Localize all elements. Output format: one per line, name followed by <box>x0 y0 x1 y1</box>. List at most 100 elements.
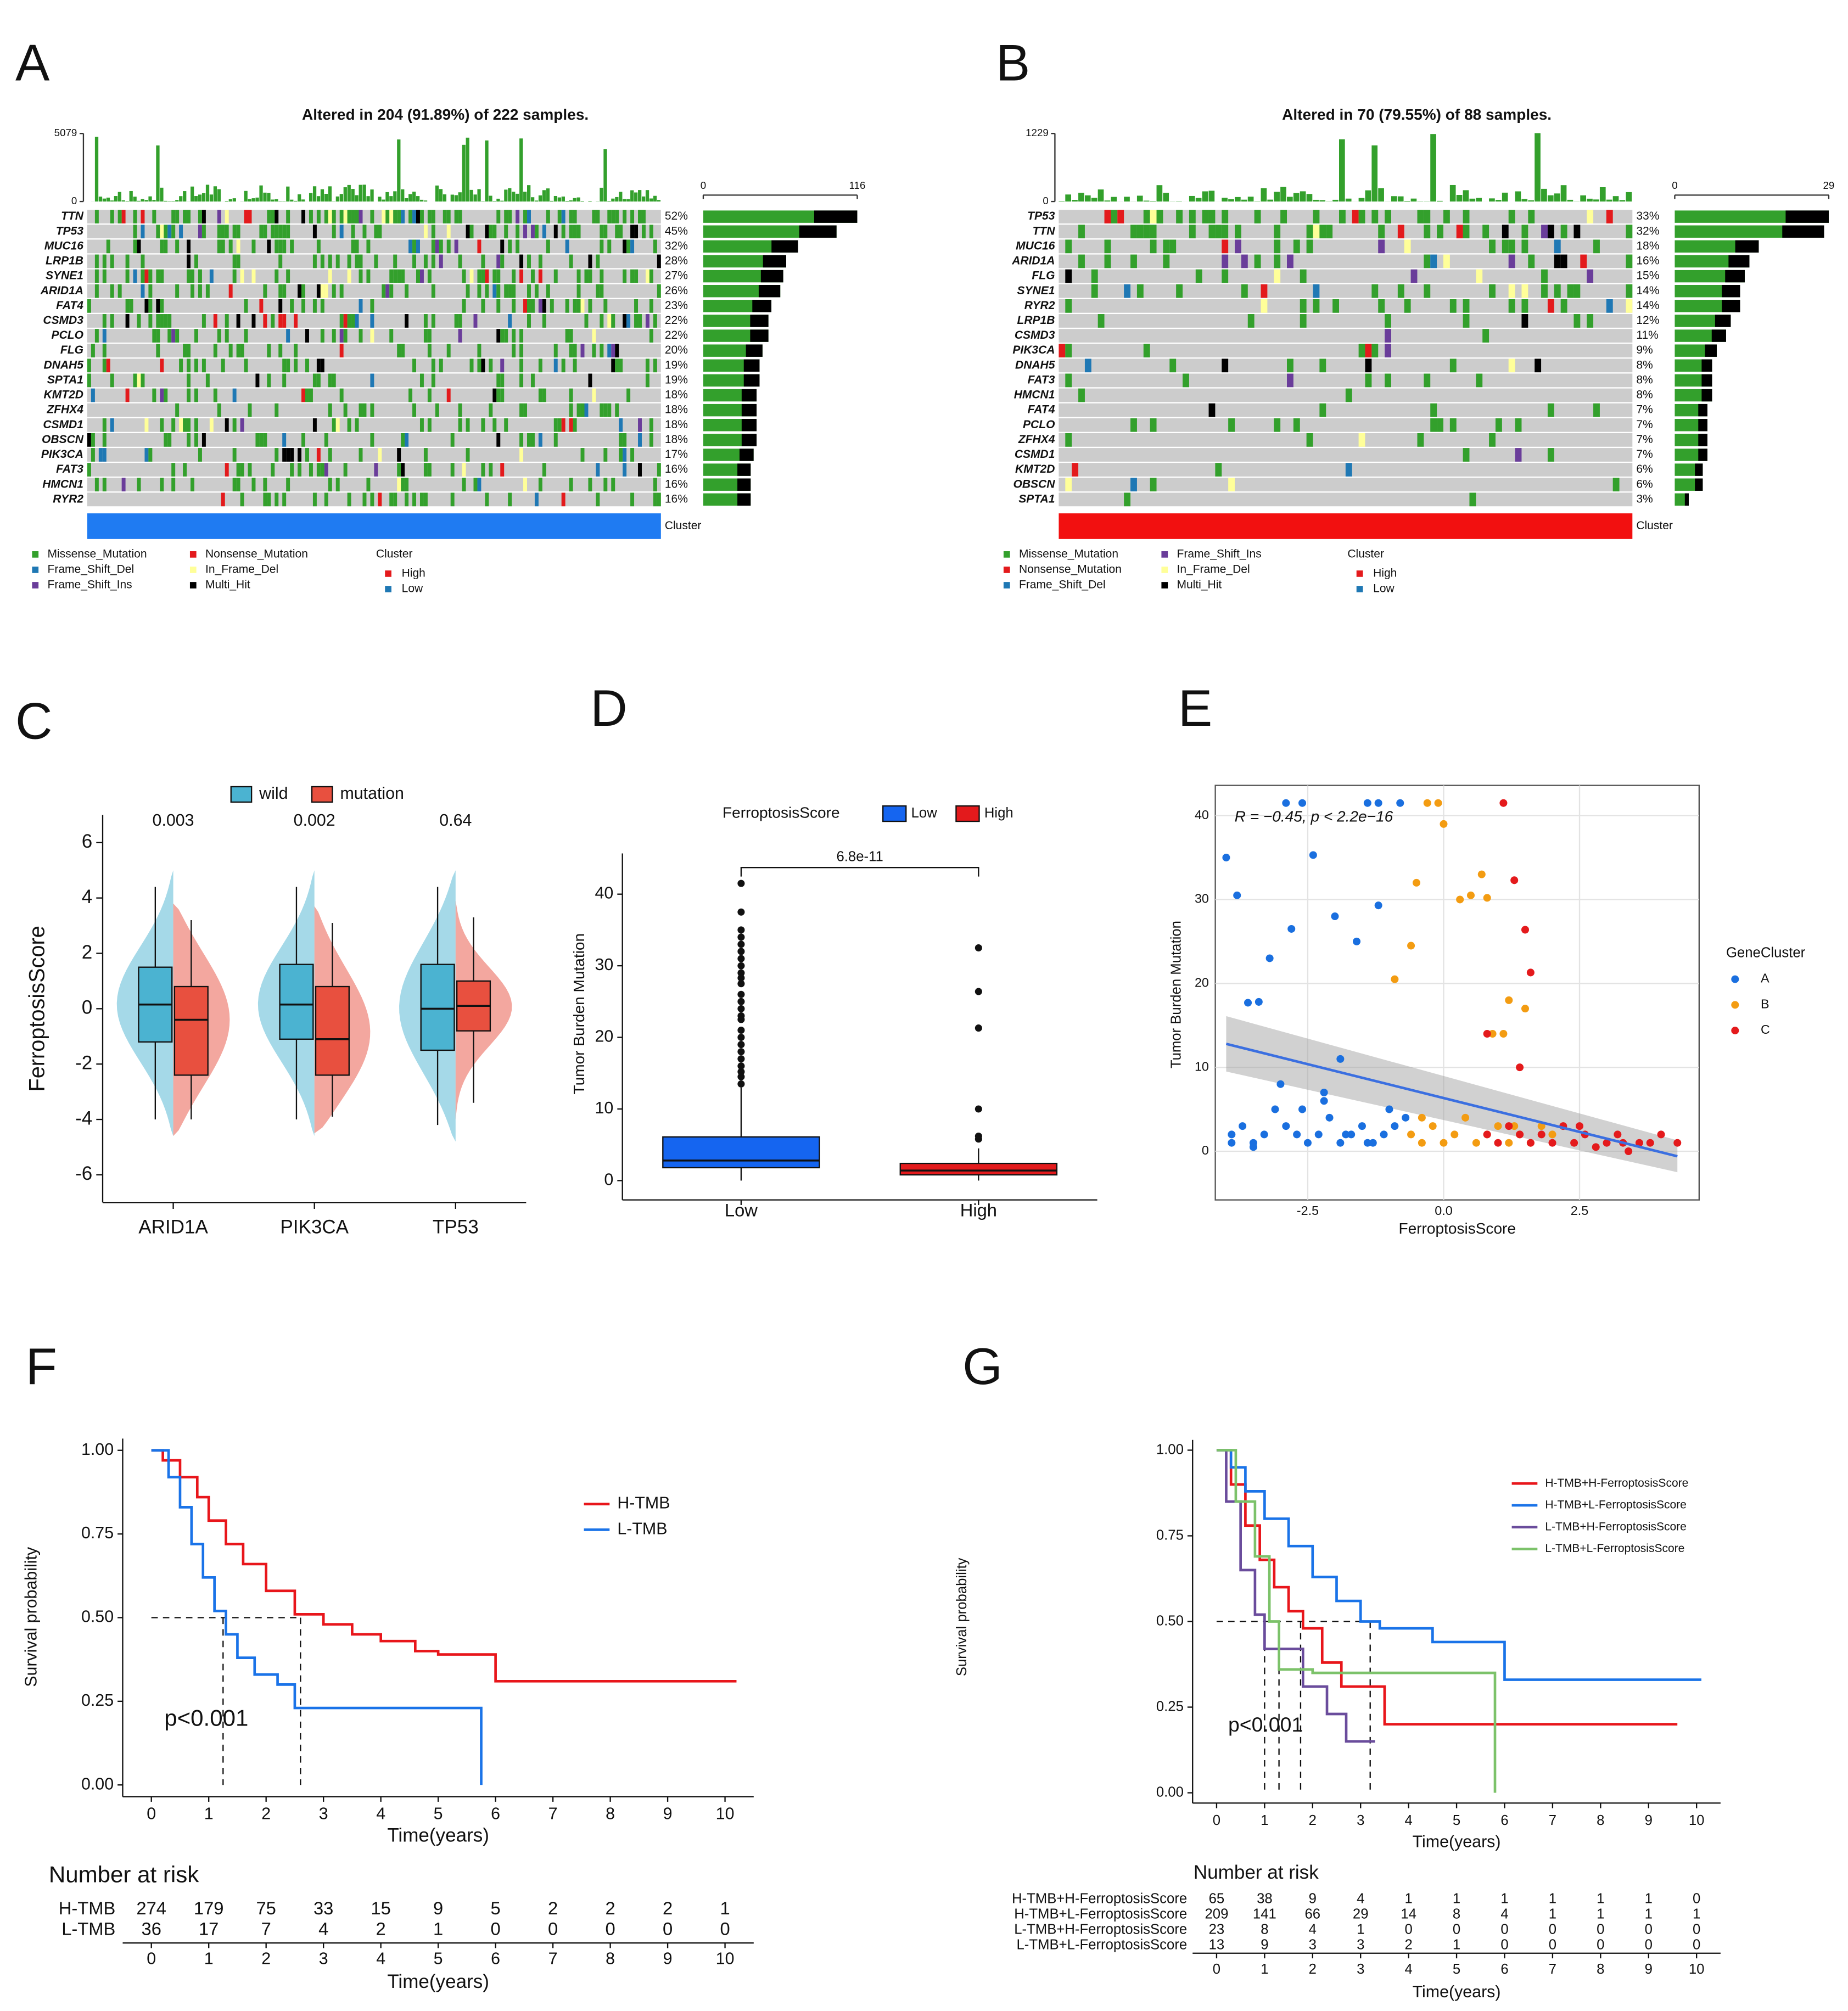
mutation-cell <box>1189 225 1196 239</box>
point <box>1228 1139 1236 1147</box>
sample-tmb-bar <box>1378 188 1384 202</box>
mutation-cell <box>205 373 210 388</box>
mutation-cell <box>588 299 592 313</box>
gene-percent: 7% <box>1636 418 1653 431</box>
matrix-row <box>1059 329 1633 343</box>
mutation-cell <box>278 239 283 254</box>
mutation-cell <box>1495 418 1502 432</box>
risk-count: 0 <box>720 1918 730 1939</box>
mutation-cell <box>580 299 585 313</box>
mutation-cell <box>1397 284 1404 298</box>
mutation-cell <box>431 284 435 298</box>
mutation-cell <box>431 210 435 224</box>
sample-tmb-bar <box>393 191 397 202</box>
mutation-cell <box>290 463 294 477</box>
risk-row-label: L-TMB+H-FerroptosisScore <box>1014 1922 1187 1937</box>
survival-curve <box>1216 1449 1375 1743</box>
mutation-cell <box>1130 478 1137 492</box>
mutation-cell <box>267 239 271 254</box>
risk-count: 0 <box>1693 1922 1700 1937</box>
x-tick-label: 2 <box>261 1949 271 1968</box>
x-tick-label: 9 <box>1645 1962 1653 1977</box>
gene-label: TP53 <box>56 225 84 237</box>
mutation-cell <box>187 418 191 432</box>
legend-swatch <box>189 567 197 573</box>
mutation-cell <box>1463 314 1470 328</box>
point <box>1418 1113 1426 1122</box>
sample-tmb-bar <box>1606 199 1612 202</box>
mutation-cell <box>1573 284 1581 298</box>
mutation-cell <box>523 210 528 224</box>
mutation-cell <box>191 284 194 298</box>
mutation-cell <box>592 344 596 358</box>
mutation-cell <box>1065 299 1072 313</box>
sample-tmb-bar <box>1495 200 1502 202</box>
mutation-cell <box>1365 344 1372 358</box>
outlier <box>975 944 982 952</box>
gene-label: OBSCN <box>42 433 84 446</box>
gene-label: KMT2D <box>44 389 83 401</box>
mutation-cell <box>1097 314 1105 328</box>
mutation-cell <box>645 358 649 373</box>
mutation-cell <box>175 210 180 224</box>
mutation-cell <box>232 254 237 268</box>
mutation-cell <box>1365 358 1372 373</box>
y-tick-label: 0 <box>82 997 93 1018</box>
mutation-cell <box>275 448 279 462</box>
sample-tmb-bar <box>1111 197 1117 202</box>
sample-tmb-bar <box>191 186 194 202</box>
point <box>1255 998 1263 1006</box>
mutation-cell <box>1065 478 1072 492</box>
risk-count: 36 <box>142 1918 161 1939</box>
gene-bar-multi <box>750 329 769 342</box>
mutation-cell <box>251 314 256 328</box>
risk-count: 0 <box>1500 1922 1508 1937</box>
mutation-cell <box>160 299 164 313</box>
mutation-cell <box>275 210 279 224</box>
legend-label: In_Frame_Del <box>205 563 278 575</box>
point <box>1516 1130 1524 1139</box>
sample-tmb-bar <box>1156 185 1163 202</box>
significance-bracket <box>740 867 979 877</box>
mutation-cell <box>1078 388 1085 402</box>
matrix-row <box>1059 314 1633 328</box>
mutation-cell <box>641 210 646 224</box>
mutation-cell <box>236 478 240 492</box>
mutation-cell <box>271 463 275 477</box>
mutation-cell <box>106 358 110 373</box>
mutation-cell <box>156 299 160 313</box>
mutation-cell <box>221 492 225 507</box>
sample-tmb-bar <box>603 149 607 202</box>
x-tick-label: 8 <box>1597 1813 1604 1828</box>
mutation-cell <box>236 239 240 254</box>
mutation-cell <box>401 463 405 477</box>
sample-tmb-bar <box>619 192 623 202</box>
gene-label: OBSCN <box>1013 478 1056 490</box>
sample-tmb-bar <box>355 195 359 202</box>
x-tick-label: 0 <box>147 1804 156 1823</box>
mutation-cell <box>454 239 458 254</box>
mutation-cell <box>1306 239 1313 254</box>
sample-tmb-bar <box>271 199 275 202</box>
mutation-cell <box>347 492 351 507</box>
x-tick-label: -2.5 <box>1297 1203 1319 1218</box>
legend-swatch <box>1161 567 1168 573</box>
mutation-cell <box>1136 284 1144 298</box>
mutation-cell <box>286 269 290 283</box>
sample-tmb-bar <box>496 198 500 202</box>
mutation-cell <box>393 269 397 283</box>
mutation-cell <box>1371 284 1379 298</box>
mutation-cell <box>611 344 615 358</box>
sample-tmb-bar <box>408 194 412 202</box>
sample-tmb-bar <box>298 194 301 202</box>
mutation-cell <box>1222 269 1229 283</box>
risk-row-label: L-TMB+L-FerroptosisScore <box>1017 1937 1188 1953</box>
mutation-cell <box>500 463 505 477</box>
point <box>1380 1130 1388 1139</box>
mutation-cell <box>500 373 505 388</box>
mutation-cell <box>657 254 661 268</box>
risk-count: 2 <box>548 1898 558 1918</box>
point <box>1440 820 1448 828</box>
gene-percent: 18% <box>1636 239 1659 252</box>
sample-tmb-bar <box>316 196 321 202</box>
